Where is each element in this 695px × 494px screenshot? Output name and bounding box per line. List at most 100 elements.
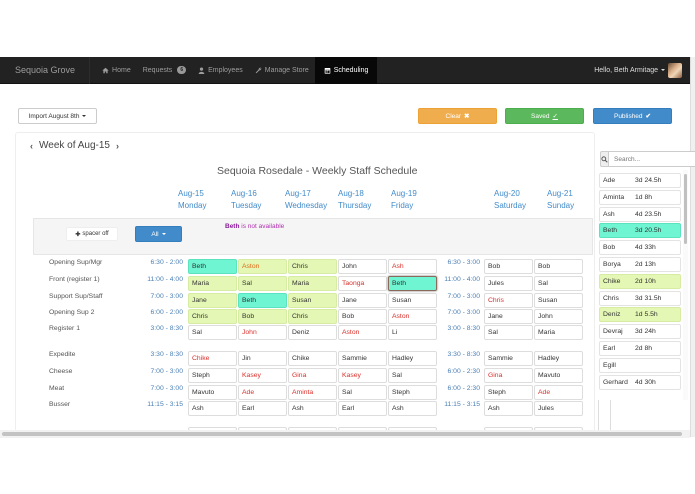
employee-list-item[interactable]: Beth 3d 20.5h — [599, 223, 681, 239]
nav-home[interactable]: Home — [96, 57, 137, 84]
shift-cell[interactable]: Steph — [484, 385, 533, 400]
employee-list-item[interactable]: Bob 4d 33h — [599, 240, 681, 256]
employee-list-item[interactable]: Gerhard 4d 30h — [599, 374, 681, 390]
shift-cell[interactable]: Susan — [534, 293, 583, 308]
nav-scheduling[interactable]: Scheduling — [314, 56, 378, 84]
shift-cell[interactable]: Jin — [238, 351, 287, 366]
shift-time-weekend: 7:00 - 3:00 — [447, 309, 481, 316]
shift-cell[interactable]: Chris — [188, 309, 237, 324]
shift-cell[interactable]: Earl — [338, 401, 387, 416]
user-menu[interactable]: Hello, Beth Armitage — [594, 62, 690, 78]
shift-cell[interactable]: Ash — [288, 401, 337, 416]
shift-cell[interactable]: Chike — [188, 351, 237, 366]
shift-cell[interactable]: Maria — [288, 276, 337, 291]
employee-hours: 3d 31.5h — [635, 294, 662, 302]
shift-cell[interactable]: Sal — [388, 368, 437, 383]
shift-cell[interactable]: Jane — [188, 293, 237, 308]
shift-cell[interactable]: Sammie — [484, 351, 533, 366]
shift-cell[interactable]: Ash — [388, 401, 437, 416]
shift-cell[interactable]: Susan — [288, 293, 337, 308]
shift-cell[interactable]: Chris — [288, 259, 337, 274]
shift-cell[interactable]: Ash — [188, 401, 237, 416]
shift-cell[interactable]: Chris — [288, 309, 337, 324]
shift-cell[interactable]: Chris — [484, 293, 533, 308]
shift-cell[interactable]: Ash — [388, 259, 437, 274]
employee-list-item[interactable]: Earl 2d 8h — [599, 341, 681, 356]
shift-cell[interactable]: Aminta — [288, 385, 337, 400]
shift-cell[interactable]: Bob — [484, 259, 533, 274]
employee-list-item[interactable]: Borya 2d 13h — [599, 257, 681, 272]
shift-cell[interactable]: Gina — [288, 368, 337, 383]
search-input[interactable] — [608, 151, 695, 167]
shift-cell[interactable]: John — [534, 309, 583, 324]
import-dropdown-button[interactable]: Import August 8th — [18, 108, 97, 124]
chevron-down-icon — [82, 115, 87, 117]
employee-list-item[interactable]: Ade 3d 24.5h — [599, 173, 681, 188]
filter-all-dropdown[interactable]: All — [135, 226, 182, 242]
shift-cell[interactable]: Chike — [288, 351, 337, 366]
shift-cell[interactable]: Jane — [484, 309, 533, 324]
shift-time-weekday: 6:30 - 2:00 — [150, 259, 184, 266]
shift-cell[interactable]: Aston — [238, 259, 287, 274]
employee-list-item[interactable]: Ash 4d 23.5h — [599, 206, 681, 222]
shift-cell[interactable]: Earl — [238, 401, 287, 416]
shift-cell[interactable]: Taonga — [338, 276, 387, 291]
shift-cell[interactable]: Hadley — [388, 351, 437, 366]
chevron-left-icon[interactable]: ‹ — [30, 140, 33, 151]
shift-cell[interactable]: Kasey — [338, 368, 387, 383]
shift-cell[interactable]: Ash — [484, 401, 533, 416]
shift-cell[interactable]: Sammie — [338, 351, 387, 366]
chevron-right-icon[interactable]: › — [115, 140, 119, 151]
shift-cell[interactable]: Steph — [388, 385, 437, 400]
shift-cell[interactable]: Beth — [188, 259, 237, 274]
employee-list-item[interactable]: Egill — [599, 357, 681, 373]
shift-cell[interactable]: Maria — [188, 276, 237, 291]
shift-cell[interactable]: Gina — [484, 368, 533, 383]
shift-cell[interactable]: Steph — [188, 368, 237, 383]
shift-cell[interactable]: Jules — [534, 401, 583, 416]
nav-manage-store[interactable]: Manage Store — [249, 57, 315, 84]
shift-cell[interactable]: Mavuto — [534, 368, 583, 383]
shift-cell[interactable]: Mavuto — [188, 385, 237, 400]
employee-list-scrollbar[interactable] — [683, 170, 688, 400]
shift-cell[interactable]: Jane — [338, 293, 387, 308]
horizontal-scrollbar-thumb[interactable] — [2, 432, 682, 436]
shift-cell[interactable]: Beth — [238, 293, 287, 308]
clear-button[interactable]: Clear ✖ — [418, 108, 497, 124]
employee-list-item[interactable]: Chike 2d 10h — [599, 273, 681, 289]
employee-list-scrollbar-thumb[interactable] — [684, 174, 687, 244]
employee-list-item[interactable]: Aminta 1d 8h — [599, 189, 681, 205]
shift-cell[interactable]: Kasey — [238, 368, 287, 383]
shift-cell[interactable]: John — [238, 325, 287, 340]
published-button[interactable]: Published ✔ — [593, 108, 672, 124]
shift-cell[interactable]: John — [338, 259, 387, 274]
employee-list-item[interactable]: Devraj 3d 24h — [599, 324, 681, 340]
shift-cell[interactable]: Aston — [388, 309, 437, 324]
shift-cell[interactable]: Susan — [388, 293, 437, 308]
shift-cell[interactable]: Beth — [388, 276, 437, 291]
shift-cell[interactable]: Sal — [188, 325, 237, 340]
shift-cell[interactable]: Bob — [338, 309, 387, 324]
shift-cell[interactable]: Hadley — [534, 351, 583, 366]
shift-cell[interactable]: Jules — [484, 276, 533, 291]
page-scrollbar[interactable] — [690, 57, 695, 437]
brand-logo[interactable]: Sequoia Grove — [0, 56, 91, 84]
shift-cell[interactable]: Deniz — [288, 325, 337, 340]
shift-cell[interactable]: Bob — [238, 309, 287, 324]
shift-cell[interactable]: Ade — [534, 385, 583, 400]
spacer-toggle-button[interactable]: ✚ spacer off — [66, 227, 118, 241]
shift-cell[interactable]: Sal — [534, 276, 583, 291]
shift-cell[interactable]: Sal — [338, 385, 387, 400]
shift-cell[interactable]: Sal — [238, 276, 287, 291]
shift-cell[interactable]: Aston — [338, 325, 387, 340]
shift-cell[interactable]: Li — [388, 325, 437, 340]
employee-list-item[interactable]: Deniz 1d 5.5h — [599, 307, 681, 323]
saved-button[interactable]: Saved ✓ — [505, 108, 584, 124]
employee-list-item[interactable]: Chris 3d 31.5h — [599, 290, 681, 306]
nav-requests[interactable]: Requests 6 — [137, 57, 192, 84]
shift-cell[interactable]: Bob — [534, 259, 583, 274]
shift-cell[interactable]: Ade — [238, 385, 287, 400]
nav-employees[interactable]: Employees — [192, 57, 249, 84]
shift-cell[interactable]: Sal — [484, 325, 533, 340]
shift-cell[interactable]: Maria — [534, 325, 583, 340]
